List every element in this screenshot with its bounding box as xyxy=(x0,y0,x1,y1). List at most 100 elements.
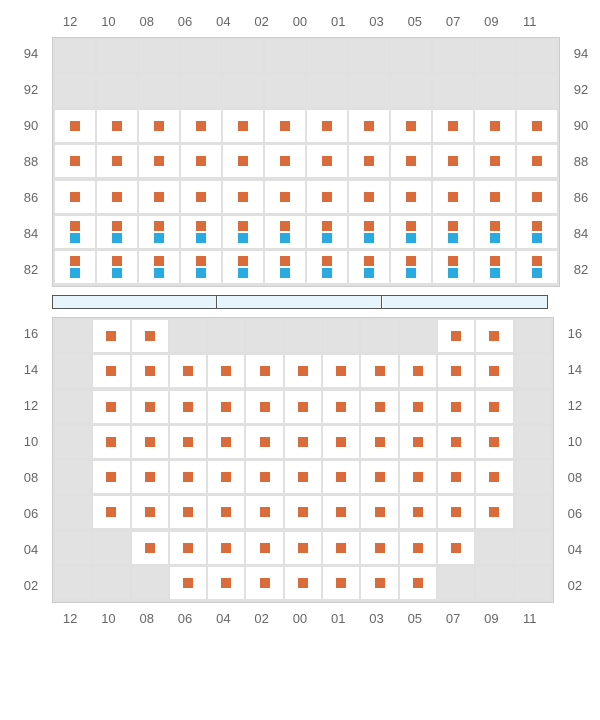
seat-cell[interactable] xyxy=(132,496,168,528)
seat-cell[interactable] xyxy=(55,216,95,248)
seat-cell[interactable] xyxy=(265,251,305,283)
seat-cell[interactable] xyxy=(400,391,436,423)
seat-cell[interactable] xyxy=(391,181,431,213)
seat-cell[interactable] xyxy=(285,426,321,458)
seat-cell[interactable] xyxy=(438,461,474,493)
seat-cell[interactable] xyxy=(476,355,512,387)
seat-cell[interactable] xyxy=(170,461,206,493)
seat-cell[interactable] xyxy=(93,461,129,493)
seat-cell[interactable] xyxy=(223,181,263,213)
seat-cell[interactable] xyxy=(391,145,431,177)
seat-cell[interactable] xyxy=(93,320,129,352)
seat-cell[interactable] xyxy=(132,461,168,493)
seat-cell[interactable] xyxy=(517,181,557,213)
seat-cell[interactable] xyxy=(349,181,389,213)
seat-cell[interactable] xyxy=(307,251,347,283)
seat-cell[interactable] xyxy=(181,181,221,213)
seat-cell[interactable] xyxy=(476,426,512,458)
seat-cell[interactable] xyxy=(307,110,347,142)
seat-cell[interactable] xyxy=(285,567,321,599)
seat-cell[interactable] xyxy=(170,567,206,599)
seat-cell[interactable] xyxy=(517,145,557,177)
seat-cell[interactable] xyxy=(349,251,389,283)
seat-cell[interactable] xyxy=(181,110,221,142)
seat-cell[interactable] xyxy=(433,110,473,142)
seat-cell[interactable] xyxy=(400,461,436,493)
seat-cell[interactable] xyxy=(475,216,515,248)
seat-cell[interactable] xyxy=(265,216,305,248)
seat-cell[interactable] xyxy=(476,496,512,528)
seat-cell[interactable] xyxy=(93,496,129,528)
seat-cell[interactable] xyxy=(475,181,515,213)
seat-cell[interactable] xyxy=(170,496,206,528)
seat-cell[interactable] xyxy=(265,110,305,142)
seat-cell[interactable] xyxy=(55,181,95,213)
seat-cell[interactable] xyxy=(349,216,389,248)
seat-cell[interactable] xyxy=(139,110,179,142)
seat-cell[interactable] xyxy=(307,181,347,213)
seat-cell[interactable] xyxy=(208,496,244,528)
seat-cell[interactable] xyxy=(132,532,168,564)
seat-cell[interactable] xyxy=(433,145,473,177)
seat-cell[interactable] xyxy=(433,181,473,213)
seat-cell[interactable] xyxy=(181,216,221,248)
seat-cell[interactable] xyxy=(139,181,179,213)
seat-cell[interactable] xyxy=(223,216,263,248)
seat-cell[interactable] xyxy=(132,426,168,458)
seat-cell[interactable] xyxy=(285,461,321,493)
seat-cell[interactable] xyxy=(223,145,263,177)
seat-cell[interactable] xyxy=(438,320,474,352)
seat-cell[interactable] xyxy=(265,145,305,177)
seat-cell[interactable] xyxy=(208,532,244,564)
seat-cell[interactable] xyxy=(476,391,512,423)
seat-cell[interactable] xyxy=(476,320,512,352)
seat-cell[interactable] xyxy=(517,110,557,142)
seat-cell[interactable] xyxy=(391,110,431,142)
seat-cell[interactable] xyxy=(93,426,129,458)
seat-cell[interactable] xyxy=(361,426,397,458)
seat-cell[interactable] xyxy=(265,181,305,213)
seat-cell[interactable] xyxy=(97,181,137,213)
seat-cell[interactable] xyxy=(181,251,221,283)
seat-cell[interactable] xyxy=(323,426,359,458)
seat-cell[interactable] xyxy=(323,461,359,493)
seat-cell[interactable] xyxy=(438,391,474,423)
seat-cell[interactable] xyxy=(476,461,512,493)
seat-cell[interactable] xyxy=(391,251,431,283)
seat-cell[interactable] xyxy=(391,216,431,248)
seat-cell[interactable] xyxy=(170,426,206,458)
seat-cell[interactable] xyxy=(246,461,282,493)
seat-cell[interactable] xyxy=(323,355,359,387)
seat-cell[interactable] xyxy=(323,532,359,564)
seat-cell[interactable] xyxy=(323,496,359,528)
seat-cell[interactable] xyxy=(517,216,557,248)
seat-cell[interactable] xyxy=(208,391,244,423)
seat-cell[interactable] xyxy=(361,391,397,423)
seat-cell[interactable] xyxy=(208,355,244,387)
seat-cell[interactable] xyxy=(55,110,95,142)
seat-cell[interactable] xyxy=(208,461,244,493)
seat-cell[interactable] xyxy=(223,251,263,283)
seat-cell[interactable] xyxy=(475,251,515,283)
seat-cell[interactable] xyxy=(208,567,244,599)
seat-cell[interactable] xyxy=(285,391,321,423)
seat-cell[interactable] xyxy=(307,145,347,177)
seat-cell[interactable] xyxy=(139,251,179,283)
seat-cell[interactable] xyxy=(246,567,282,599)
seat-cell[interactable] xyxy=(361,355,397,387)
seat-cell[interactable] xyxy=(285,355,321,387)
seat-cell[interactable] xyxy=(361,461,397,493)
seat-cell[interactable] xyxy=(433,216,473,248)
seat-cell[interactable] xyxy=(97,145,137,177)
seat-cell[interactable] xyxy=(361,567,397,599)
seat-cell[interactable] xyxy=(285,532,321,564)
seat-cell[interactable] xyxy=(97,216,137,248)
seat-cell[interactable] xyxy=(170,532,206,564)
seat-cell[interactable] xyxy=(170,355,206,387)
seat-cell[interactable] xyxy=(400,496,436,528)
seat-cell[interactable] xyxy=(246,355,282,387)
seat-cell[interactable] xyxy=(438,426,474,458)
seat-cell[interactable] xyxy=(55,251,95,283)
seat-cell[interactable] xyxy=(285,496,321,528)
seat-cell[interactable] xyxy=(132,391,168,423)
